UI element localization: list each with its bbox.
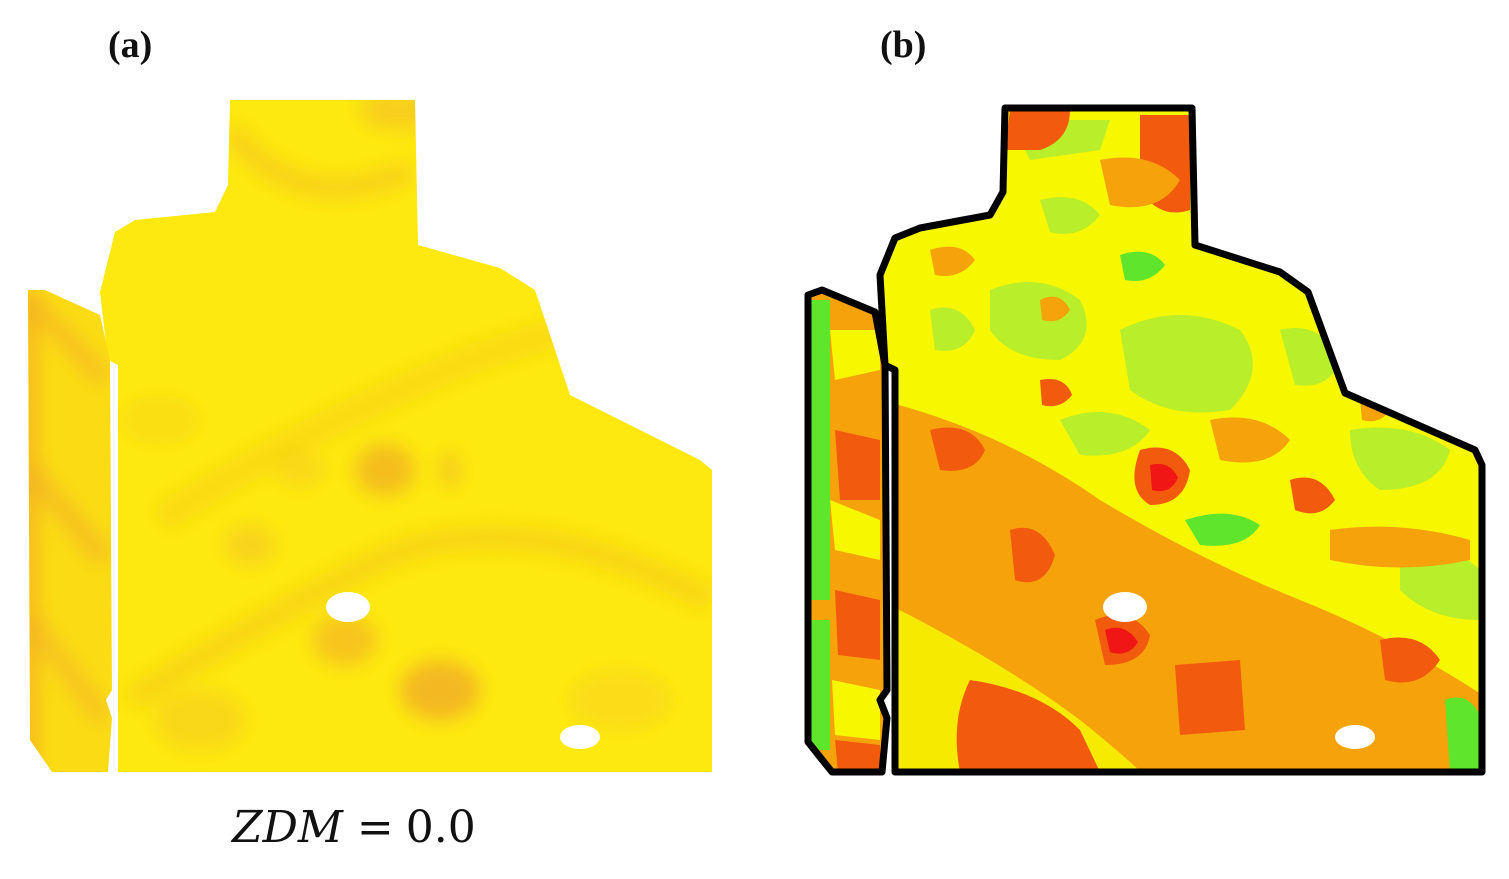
field-map-a [28,100,712,772]
panel-b-label: (b) [880,24,927,66]
zdm-formula: ZDM = 0.0 [232,806,476,850]
zdm-value: 0.0 [405,802,476,853]
panel-a-label: (a) [108,24,153,66]
field-b-strip-outline [804,286,891,776]
field-b-main [880,108,1482,772]
zdm-label: ZDM [232,802,343,853]
zdm-equals: = [356,802,394,853]
field-b-main-outline [876,104,1486,776]
field-b-strip [808,290,887,772]
field-a-strip [28,290,112,772]
